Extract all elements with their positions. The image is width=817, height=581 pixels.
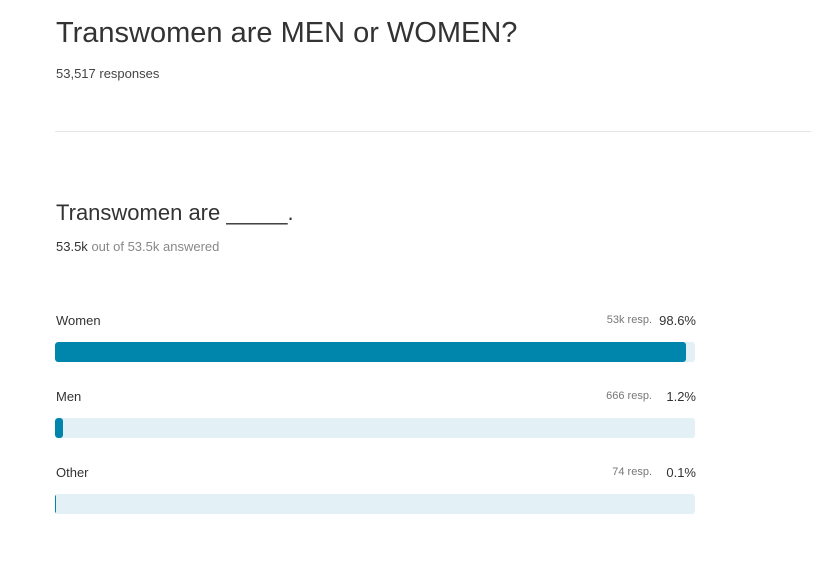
bar [55, 418, 63, 438]
option-percent: 98.6% [659, 313, 696, 328]
bar [55, 342, 687, 362]
bar-track [55, 418, 695, 438]
bar-track [55, 342, 695, 362]
bar-track [55, 494, 695, 514]
option-percent: 1.2% [666, 389, 696, 404]
option-responses: 53k resp. [606, 314, 652, 326]
answered-summary: 53.5k out of 53.5k answered [56, 239, 219, 254]
option-label: Men [56, 389, 82, 404]
response-count: 53,517 responses [56, 66, 160, 81]
option-percent: 0.1% [666, 465, 696, 480]
option-responses: 666 resp. [606, 390, 652, 402]
answered-count: 53.5k [56, 239, 88, 254]
question-title: Transwomen are _____. [56, 200, 294, 225]
option-responses: 74 resp. [612, 466, 652, 478]
survey-title: Transwomen are MEN or WOMEN? [56, 17, 518, 49]
option-label: Other [56, 465, 89, 480]
divider [55, 131, 811, 132]
option-label: Women [56, 313, 101, 328]
bar [55, 494, 56, 514]
answered-text: out of 53.5k answered [91, 239, 220, 254]
